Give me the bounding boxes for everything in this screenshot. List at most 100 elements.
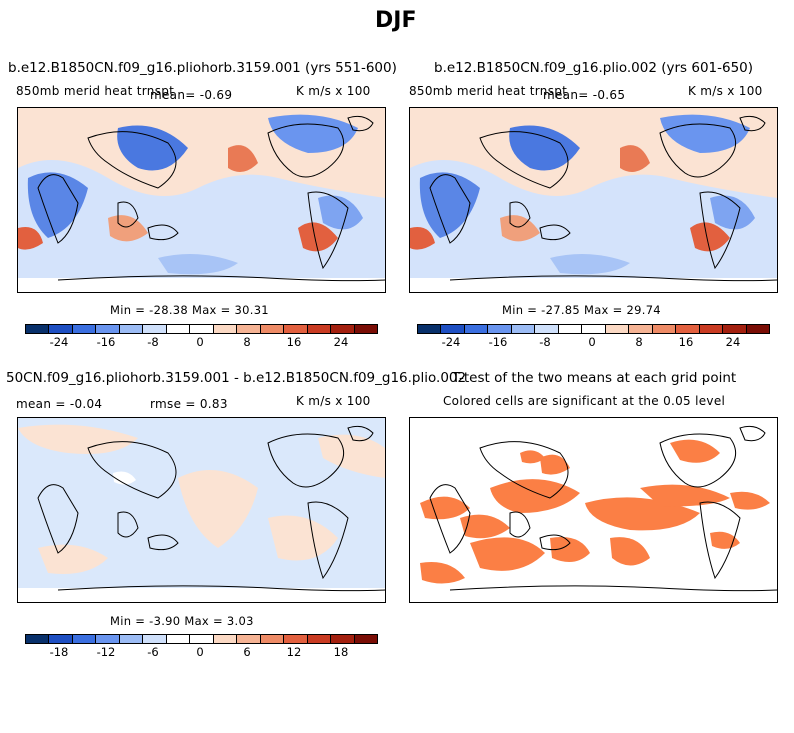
colorbar-cell [237,325,261,333]
panel2-map-svg [410,108,777,292]
colorbar-cell [441,325,465,333]
colorbar-cell [260,325,285,333]
panel2-units: K m/s x 100 [688,84,763,98]
colorbar-cell [354,635,378,643]
colorbar-cell [190,325,214,333]
colorbar-cell [723,325,747,333]
panel2-title: b.e12.B1850CN.f09_g16.plio.002 (yrs 601-… [434,60,754,76]
colorbar-cell [26,325,50,333]
colorbar-cell [260,635,285,643]
colorbar-cell [96,325,120,333]
colorbar-cell [284,325,308,333]
colorbar-cell [166,325,191,333]
panel2-tick: -8 [539,335,551,349]
panel3-tick: -6 [147,645,159,659]
colorbar-cell [307,325,332,333]
panel2-min-max: Min = -27.85 Max = 29.74 [502,303,661,317]
panel2-anomaly-fields [410,114,777,292]
panel2-tick: 16 [678,335,694,349]
panel3-rmse: rmse = 0.83 [150,397,228,411]
colorbar-cell [237,635,261,643]
panel2-tick: 0 [588,335,596,349]
colorbar-cell [331,635,355,643]
panel2-tick: -16 [488,335,508,349]
colorbar-cell [354,325,378,333]
panel4-subtitle: Colored cells are significant at the 0.0… [443,394,726,408]
panel1-anomaly-fields [18,114,385,292]
colorbar-cell [119,325,144,333]
panel1-tick: 0 [196,335,204,349]
colorbar-cell [49,635,73,643]
colorbar-cell [535,325,559,333]
panel1-tick: 8 [243,335,251,349]
colorbar-cell [629,325,653,333]
colorbar-cell [213,635,238,643]
panel3-title: 50CN.f09_g16.pliohorb.3159.001 - b.e12.B… [6,370,467,386]
panel1-coastlines [37,115,385,282]
colorbar-cell [605,325,630,333]
panel3-map-svg [18,418,385,602]
panel3-tick: -18 [49,645,69,659]
colorbar-cell [558,325,583,333]
panel4-map [409,417,778,603]
colorbar-cell [190,635,214,643]
panel2-tick: -24 [441,335,461,349]
panel1-title: b.e12.B1850CN.f09_g16.pliohorb.3159.001 … [8,60,397,76]
colorbar-cell [331,325,355,333]
panel2-mean: mean= -0.65 [543,88,626,102]
colorbar-cell [96,635,120,643]
panel1-variable-label: 850mb merid heat trnspt [16,84,175,98]
panel1-tick: -24 [49,335,69,349]
panel3-coastlines [37,425,385,592]
colorbar-cell [511,325,536,333]
panel1-tick: -16 [96,335,116,349]
panel1-map [17,107,386,293]
colorbar-cell [143,325,167,333]
panel2-tick: 24 [725,335,741,349]
panel4-coastlines [429,425,777,592]
colorbar-cell [166,635,191,643]
panel3-tick: 18 [333,645,349,659]
panel3-map [17,417,386,603]
panel1-map-svg [18,108,385,292]
panel4-title: T-test of the two means at each grid poi… [452,370,737,386]
panel3-mean: mean = -0.04 [16,397,103,411]
panel1-units: K m/s x 100 [296,84,371,98]
panel2-colorbar [417,324,770,334]
colorbar-cell [307,635,332,643]
panel2-tick: 8 [635,335,643,349]
panel4-significant-cells [420,439,770,584]
colorbar-cell [26,635,50,643]
colorbar-cell [676,325,700,333]
colorbar-cell [464,325,489,333]
panel2-variable-label: 850mb merid heat trnspt [409,84,568,98]
colorbar-cell [699,325,724,333]
colorbar-cell [284,635,308,643]
colorbar-cell [49,325,73,333]
panel4-map-svg [410,418,777,602]
colorbar-cell [746,325,770,333]
colorbar-cell [143,635,167,643]
panel3-tick: -12 [96,645,116,659]
colorbar-cell [119,635,144,643]
panel1-tick: -8 [147,335,159,349]
panel3-colorbar [25,634,378,644]
panel3-tick: 6 [243,645,251,659]
colorbar-cell [72,325,97,333]
colorbar-cell [213,325,238,333]
colorbar-cell [418,325,442,333]
colorbar-cell [72,635,97,643]
panel1-min-max: Min = -28.38 Max = 30.31 [110,303,269,317]
colorbar-cell [652,325,677,333]
panel3-tick: 12 [286,645,302,659]
panel3-min-max: Min = -3.90 Max = 3.03 [110,614,254,628]
panel1-tick: 24 [333,335,349,349]
panel2-coastlines [429,115,777,282]
panel1-tick: 16 [286,335,302,349]
page-title: DJF [375,8,417,33]
colorbar-cell [582,325,606,333]
panel3-anomaly-fields [18,424,385,602]
panel2-map [409,107,778,293]
panel3-tick: 0 [196,645,204,659]
colorbar-cell [488,325,512,333]
